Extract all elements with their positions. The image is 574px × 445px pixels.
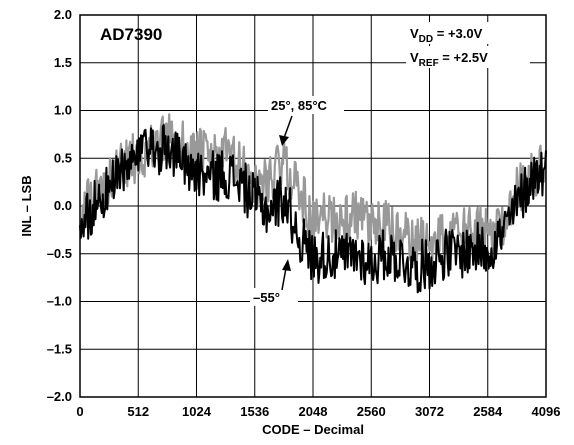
cold-label-background: [250, 288, 298, 306]
plot-frame: [79, 14, 547, 398]
warm-label-background: [268, 96, 344, 114]
y-tick-label: –1.0: [47, 294, 72, 309]
vref-label-background: [406, 46, 530, 68]
y-axis-label: INL – LSB: [19, 175, 34, 236]
y-tick-label: 0.5: [54, 150, 72, 165]
vref-label: VREF = +2.5V: [410, 50, 488, 69]
x-tick-label: 1536: [240, 404, 269, 419]
y-tick-label: 2.0: [54, 7, 72, 22]
x-tick-label: 2584: [473, 404, 503, 419]
x-axis-label: CODE – Decimal: [262, 422, 364, 437]
y-tick-label: 1.0: [54, 103, 72, 118]
x-tick-label: 2048: [299, 404, 328, 419]
cold-arrow-shaft: [281, 267, 287, 291]
x-tick-label: 1024: [182, 404, 212, 419]
warm-series-label: 25°, 85°C: [271, 98, 328, 113]
part-number-label: AD7390: [100, 25, 162, 44]
cold-series-label: –55°: [253, 290, 280, 305]
y-tick-label: –1.5: [47, 341, 72, 356]
cold-arrow-head: [282, 259, 291, 271]
vdd-label-background: [406, 22, 530, 44]
warm-arrow-shaft: [283, 115, 293, 139]
tick-labels: 0 512 1024 1536 2048 2560 3072 2584 4096 2.0 1.5 1.…: [47, 7, 561, 419]
x-tick-label: 2560: [357, 404, 386, 419]
y-tick-label: 1.5: [54, 55, 72, 70]
series-cold-line: [79, 124, 547, 294]
x-tick-label: 3072: [415, 404, 444, 419]
x-tick-label: 512: [127, 404, 149, 419]
vdd-label: VDD = +3.0V: [410, 26, 483, 45]
y-tick-label: 0.0: [54, 198, 72, 213]
x-tick-label: 4096: [532, 404, 561, 419]
series-warm-line: [78, 113, 548, 269]
warm-arrow-head: [279, 135, 289, 146]
annotations: AD7390 VDD = +3.0V VREF = +2.5V 25°, 85°C –5…: [100, 22, 530, 306]
x-tick-label: 0: [76, 404, 83, 419]
y-tick-label: –0.5: [47, 246, 72, 261]
y-tick-label: –2.0: [47, 389, 72, 404]
data-series: [78, 113, 548, 294]
